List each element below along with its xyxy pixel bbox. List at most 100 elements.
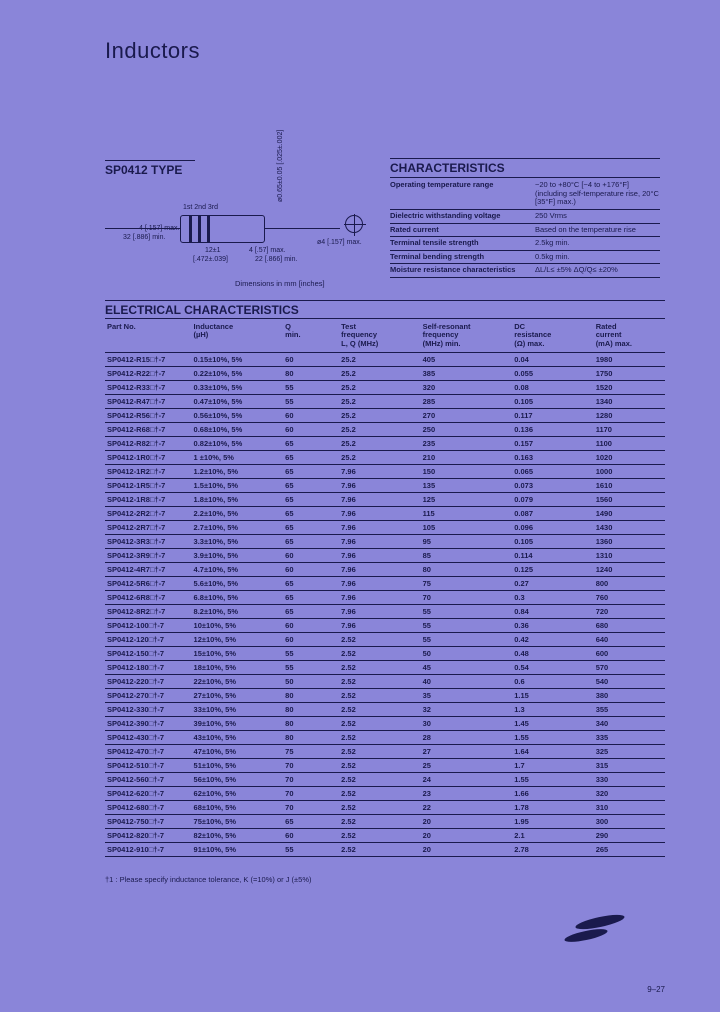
table-cell: 65 [283,506,339,520]
table-cell: 0.48 [512,646,593,660]
table-cell: 55 [421,618,513,632]
characteristics-row: Operating temperature range−20 to +80°C … [390,179,660,210]
table-cell: SP0412-560□†-7 [105,772,192,786]
table-cell: SP0412-1R8□†-7 [105,492,192,506]
table-cell: 35 [421,688,513,702]
table-row: SP0412-270□†-727±10%, 5%802.52351.15380 [105,688,665,702]
dim-left2: 32 [.886] min. [123,234,165,242]
table-cell: 2.52 [339,688,420,702]
table-cell: 0.157 [512,436,593,450]
table-row: SP0412-1R2□†-71.2±10%, 5%657.961500.0651… [105,464,665,478]
char-label: Dielectric withstanding voltage [390,212,530,221]
table-cell: 0.56±10%, 5% [192,408,284,422]
table-cell: 0.15±10%, 5% [192,352,284,366]
table-cell: 1.8±10%, 5% [192,492,284,506]
characteristics-row: Terminal bending strength0.5kg min. [390,251,660,265]
table-cell: 1360 [594,534,665,548]
table-cell: 80 [283,730,339,744]
table-cell: 0.136 [512,422,593,436]
table-cell: 68±10%, 5% [192,800,284,814]
dim-mid-in: [.472±.039] [193,256,228,264]
table-cell: SP0412-910□†-7 [105,842,192,856]
table-cell: 55 [283,842,339,856]
table-row: SP0412-220□†-722±10%, 5%502.52400.6540 [105,674,665,688]
table-cell: 1100 [594,436,665,450]
table-cell: SP0412-6R8□†-7 [105,590,192,604]
table-cell: 28 [421,730,513,744]
page-number: 9–27 [647,985,665,994]
table-cell: 1000 [594,464,665,478]
table-cell: 18±10%, 5% [192,660,284,674]
table-cell: 39±10%, 5% [192,716,284,730]
table-cell: SP0412-330□†-7 [105,702,192,716]
page-title: Inductors [105,38,200,64]
table-cell: 0.114 [512,548,593,562]
table-cell: 290 [594,828,665,842]
table-cell: 2.52 [339,758,420,772]
table-cell: 25.2 [339,380,420,394]
table-cell: SP0412-180□†-7 [105,660,192,674]
characteristics-row: Terminal tensile strength2.5kg min. [390,237,660,251]
table-cell: 80 [283,366,339,380]
table-cell: 60 [283,618,339,632]
footnote: †1 : Please specify inductance tolerance… [105,875,312,884]
characteristics-table: CHARACTERISTICS Operating temperature ra… [390,158,660,278]
table-row: SP0412-3R3□†-73.3±10%, 5%657.96950.10513… [105,534,665,548]
table-cell: 25.2 [339,408,420,422]
table-cell: 1980 [594,352,665,366]
table-cell: 65 [283,534,339,548]
column-header: Rated current (mA) max. [594,319,665,353]
table-row: SP0412-150□†-715±10%, 5%552.52500.48600 [105,646,665,660]
table-cell: 0.33±10%, 5% [192,380,284,394]
table-cell: 1.2±10%, 5% [192,464,284,478]
table-cell: 265 [594,842,665,856]
char-value: 2.5kg min. [535,239,660,248]
table-cell: 2.52 [339,842,420,856]
table-cell: 1610 [594,478,665,492]
table-cell: 60 [283,408,339,422]
table-cell: 2.52 [339,660,420,674]
table-cell: SP0412-4R7□†-7 [105,562,192,576]
table-cell: 20 [421,828,513,842]
table-row: SP0412-1R0□†-71 ±10%, 5%6525.22100.16310… [105,450,665,464]
table-cell: 310 [594,800,665,814]
table-cell: SP0412-3R3□†-7 [105,534,192,548]
cross-section-icon [345,215,363,233]
table-cell: 0.68±10%, 5% [192,422,284,436]
electrical-title: ELECTRICAL CHARACTERISTICS [105,300,665,318]
table-cell: 65 [283,492,339,506]
table-cell: 1170 [594,422,665,436]
char-label: Operating temperature range [390,181,530,207]
table-row: SP0412-330□†-733±10%, 5%802.52321.3355 [105,702,665,716]
table-cell: 27 [421,744,513,758]
table-cell: 0.47±10%, 5% [192,394,284,408]
table-cell: 0.087 [512,506,593,520]
table-row: SP0412-3R9□†-73.9±10%, 5%607.96850.11413… [105,548,665,562]
table-cell: 1.55 [512,730,593,744]
table-cell: SP0412-620□†-7 [105,786,192,800]
table-cell: 22±10%, 5% [192,674,284,688]
column-header: Inductance (µH) [192,319,284,353]
table-cell: 45 [421,660,513,674]
table-cell: 75±10%, 5% [192,814,284,828]
table-cell: 51±10%, 5% [192,758,284,772]
table-cell: 1.3 [512,702,593,716]
table-cell: 2.1 [512,828,593,842]
dim-mid: 12±1 [205,247,221,255]
table-cell: 2.2±10%, 5% [192,506,284,520]
table-cell: 0.84 [512,604,593,618]
table-row: SP0412-6R8□†-76.8±10%, 5%657.96700.3760 [105,590,665,604]
table-cell: SP0412-680□†-7 [105,800,192,814]
table-cell: SP0412-430□†-7 [105,730,192,744]
table-cell: SP0412-R68□†-7 [105,422,192,436]
table-cell: 70 [421,590,513,604]
table-cell: 60 [283,828,339,842]
table-cell: 43±10%, 5% [192,730,284,744]
column-header: Self-resonant frequency (MHz) min. [421,319,513,353]
table-cell: 0.073 [512,478,593,492]
char-label: Moisture resistance characteristics [390,266,530,275]
table-row: SP0412-2R7□†-72.7±10%, 5%657.961050.0961… [105,520,665,534]
table-cell: 75 [421,576,513,590]
table-cell: 250 [421,422,513,436]
table-cell: 1 ±10%, 5% [192,450,284,464]
